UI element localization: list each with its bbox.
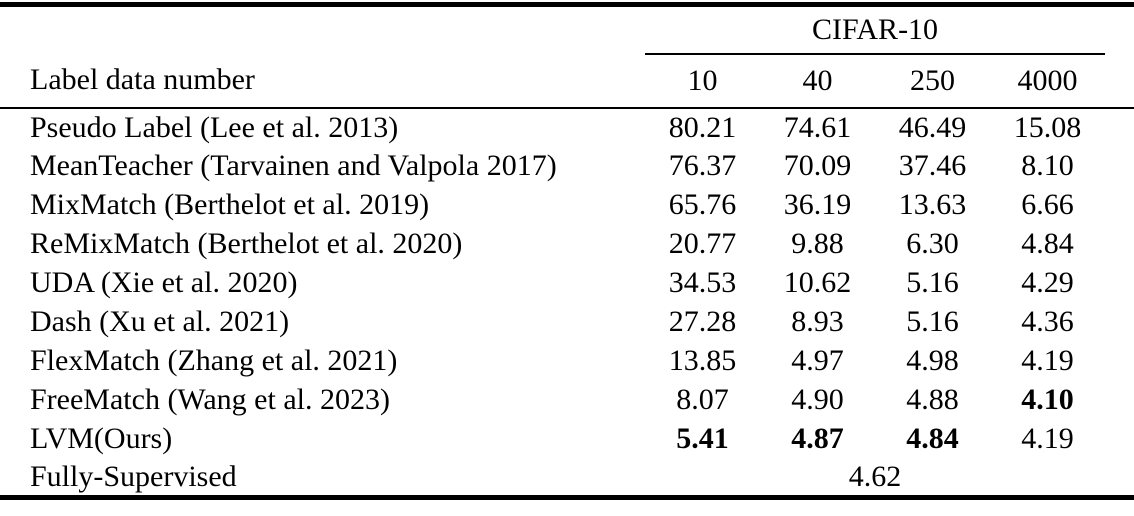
value-cell: 70.09 [783,149,852,182]
value-cell: 4.90 [791,383,844,416]
group-header-row: CIFAR-10 [0,4,1134,55]
table-row-pseudo-label: Pseudo Label (Lee et al. 2013) 80.21 74.… [0,108,1134,147]
spacer-cell [1105,342,1134,381]
value-cell: 46.49 [898,110,967,144]
column-header-10: 10 [687,63,718,97]
value-cell: 8.93 [791,305,844,338]
spacer-cell [1105,381,1134,420]
value-cell: 4.97 [791,344,844,377]
method-cell: ReMixMatch (Berthelot et al. 2020) [30,227,463,260]
value-cell: 5.16 [906,305,959,338]
table-row-mixmatch: MixMatch (Berthelot et al. 2019) 65.76 3… [0,186,1134,225]
method-cell: MixMatch (Berthelot et al. 2019) [30,188,430,221]
method-cell: MeanTeacher (Tarvainen and Valpola 2017) [30,149,557,182]
empty-corner-cell [0,5,645,54]
results-table: CIFAR-10 Label data number 10 40 250 400… [0,2,1134,500]
value-cell: 4.88 [906,383,959,416]
row-label-header: Label data number [30,63,255,96]
column-header-40: 40 [802,63,833,97]
method-cell: FreeMatch (Wang et al. 2023) [30,383,390,416]
table-row-uda: UDA (Xie et al. 2020) 34.53 10.62 5.16 4… [0,264,1134,303]
fully-supervised-value: 4.62 [848,459,902,493]
value-cell-best: 5.41 [676,422,729,455]
value-cell: 4.29 [1021,266,1074,299]
value-cell: 76.37 [668,149,737,182]
method-cell: FlexMatch (Zhang et al. 2021) [30,344,398,377]
table-row-freematch: FreeMatch (Wang et al. 2023) 8.07 4.90 4… [0,381,1134,420]
value-cell-best: 4.87 [791,422,844,455]
value-cell: 10.62 [783,266,852,299]
column-header-4000: 4000 [1017,63,1078,97]
value-cell: 80.21 [668,110,737,144]
spacer-cell [1105,147,1134,186]
value-cell: 15.08 [1013,110,1082,144]
spacer-cell [1105,186,1134,225]
value-cell: 65.76 [668,188,737,221]
table-row-flexmatch: FlexMatch (Zhang et al. 2021) 13.85 4.97… [0,342,1134,381]
value-cell: 4.84 [1021,227,1074,260]
spacer-cell [1105,108,1134,147]
value-cell: 13.63 [898,188,967,221]
value-cell-best: 4.10 [1021,383,1074,416]
value-cell: 8.10 [1021,149,1074,182]
value-cell: 74.61 [783,110,852,144]
value-cell: 4.98 [906,344,959,377]
spacer-cell [1105,264,1134,303]
value-cell: 4.36 [1021,305,1074,338]
value-cell: 4.19 [1021,344,1074,377]
table-row-remixmatch: ReMixMatch (Berthelot et al. 2020) 20.77… [0,225,1134,264]
value-cell: 34.53 [668,266,737,299]
column-header-row: Label data number 10 40 250 4000 [0,54,1134,108]
value-cell: 6.30 [906,227,959,260]
method-cell: Dash (Xu et al. 2021) [30,305,290,338]
table-row-meanteacher: MeanTeacher (Tarvainen and Valpola 2017)… [0,147,1134,186]
table-row-fully-supervised: Fully-Supervised 4.62 [0,459,1134,498]
spacer-cell [1105,5,1134,54]
method-cell: Fully-Supervised [30,459,237,493]
table-row-lvm-ours: LVM(Ours) 5.41 4.87 4.84 4.19 [0,420,1134,459]
spacer-cell [1105,54,1134,108]
value-cell: 5.16 [906,266,959,299]
value-cell: 20.77 [668,227,737,260]
value-cell: 9.88 [791,227,844,260]
value-cell: 37.46 [898,149,967,182]
value-cell-best: 4.84 [906,422,959,455]
table-row-dash: Dash (Xu et al. 2021) 27.28 8.93 5.16 4.… [0,303,1134,342]
value-cell: 13.85 [668,344,737,377]
spacer-cell [1105,459,1134,498]
value-cell: 4.19 [1021,422,1074,455]
spacer-cell [1105,303,1134,342]
spacer-cell [1105,420,1134,459]
column-header-250: 250 [910,63,955,97]
dataset-group-header: CIFAR-10 [645,4,1105,55]
value-cell: 6.66 [1021,188,1074,221]
method-cell: Pseudo Label (Lee et al. 2013) [30,110,399,144]
spacer-cell [1105,225,1134,264]
value-cell: 8.07 [676,383,729,416]
method-cell: LVM(Ours) [30,422,173,455]
method-cell: UDA (Xie et al. 2020) [30,266,298,299]
value-cell: 27.28 [668,305,737,338]
value-cell: 36.19 [783,188,852,221]
